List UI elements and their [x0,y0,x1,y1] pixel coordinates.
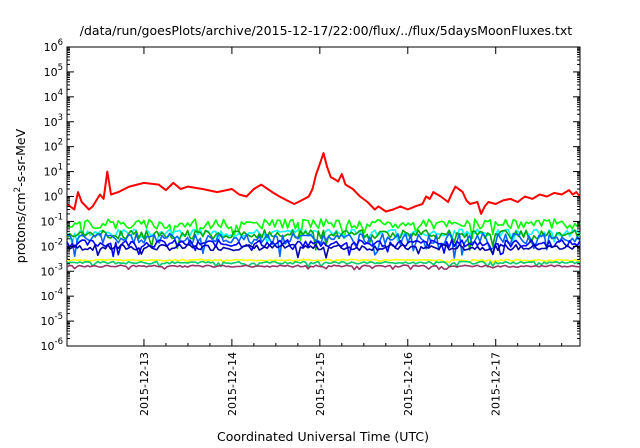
x-tick-label: 2015-12-17 [490,352,503,416]
y-tick-label: 103 [44,113,63,129]
y-tick-label: 10-6 [41,337,63,353]
y-tick-label: 102 [44,138,63,154]
y-tick-label: 10-1 [41,212,63,228]
x-axis: 2015-12-13 2015-12-14 2015-12-15 2015-12-16… [138,47,563,416]
y-tick-exponent: -4 [55,287,63,297]
y-tick-exponent: -3 [55,262,63,272]
y-tick-exponent: 5 [58,63,63,73]
y-tick-base: 10 [44,66,58,79]
y-tick-label: 10-3 [41,262,63,278]
y-tick-exponent: 4 [58,88,63,98]
y-tick-exponent: 2 [58,138,63,148]
y-tick-exponent: -2 [55,237,63,247]
y-tick-exponent: -5 [55,312,63,322]
y-tick-exponent: -6 [55,337,63,347]
x-tick-label: 2015-12-15 [314,352,327,416]
y-tick-base: 10 [41,215,55,228]
plot-frame [66,46,581,347]
y-tick-base: 10 [44,91,58,104]
plot-area: 10-610-510-410-310-210-11001011021031041… [41,38,581,416]
y-tick-exponent: 3 [58,113,63,123]
y-tick-base: 10 [44,41,58,54]
y-tick-label: 101 [44,163,63,179]
x-axis-label: Coordinated Universal Time (UTC) [217,429,429,444]
y-tick-exponent: -1 [55,212,63,222]
series-line-7 [66,243,581,259]
y-axis-label-post: -s-sr-MeV [13,128,28,186]
y-tick-base: 10 [41,265,55,278]
y-tick-label: 105 [44,63,63,79]
y-tick-base: 10 [41,240,55,253]
y-axis-label-sup: 2 [13,187,23,193]
series-line-1 [66,152,581,215]
y-tick-base: 10 [41,340,55,353]
y-axis-label: protons/cm2-s-sr-MeV [13,128,28,263]
series-line-10 [66,264,581,271]
chart-title: /data/run/goesPlots/archive/2015-12-17/2… [80,23,573,38]
y-axis: 10-610-510-410-310-210-11001011021031041… [41,38,580,353]
x-tick-label: 2015-12-16 [402,352,415,416]
series-layer [66,152,581,271]
y-axis-label-pre: protons/cm [13,192,28,263]
y-tick-label: 10-5 [41,312,63,328]
y-tick-label: 100 [44,188,63,204]
y-tick-base: 10 [41,290,55,303]
y-tick-exponent: 1 [58,163,63,173]
y-tick-label: 10-4 [41,287,63,303]
y-tick-base: 10 [44,191,58,204]
series-line-9 [66,260,581,268]
series-line-4 [66,229,581,251]
y-tick-base: 10 [44,166,58,179]
y-tick-label: 10-2 [41,237,63,253]
y-tick-exponent: 0 [58,188,63,198]
y-tick-base: 10 [44,141,58,154]
x-tick-label: 2015-12-14 [226,352,239,416]
y-tick-base: 10 [44,116,58,129]
y-tick-base: 10 [41,315,55,328]
series-line-8 [66,258,581,264]
x-tick-label: 2015-12-13 [138,352,151,416]
y-tick-label: 106 [44,38,63,54]
y-tick-label: 104 [44,88,63,104]
y-tick-exponent: 6 [58,38,63,48]
series-line-2 [66,218,581,242]
